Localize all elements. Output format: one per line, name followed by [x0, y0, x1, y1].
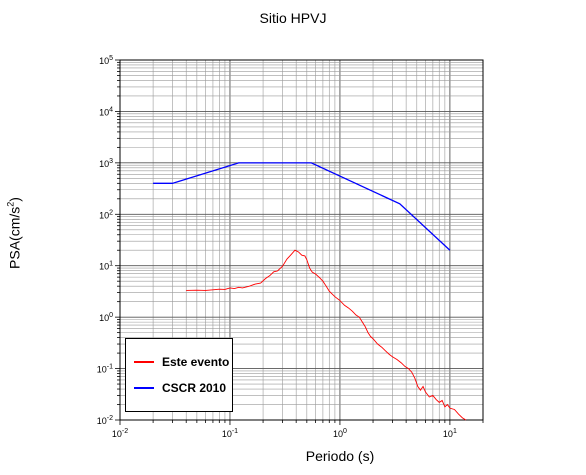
legend-item-cscr-2010: CSCR 2010: [134, 381, 226, 395]
x-axis-label: Periodo (s): [305, 448, 375, 464]
legend-label-este-evento: Este evento: [162, 355, 230, 369]
y-axis-label: PSA(cm/s2): [6, 197, 23, 269]
legend-item-este-evento: Este evento: [134, 355, 229, 369]
legend-swatch-este-evento: [134, 361, 154, 363]
axis-ticks: 10-2 10-1 100 101 10-2 10-1 100 101 102 103 104 105: [97, 55, 484, 439]
legend-swatch-cscr-2010: [134, 387, 154, 389]
x-tick-label-3: 101: [443, 428, 457, 439]
y-tick-label-3: 101: [99, 261, 113, 272]
x-tick-label-0: 10-2: [112, 428, 128, 439]
x-tick-label-2: 100: [333, 428, 347, 439]
y-tick-label-0: 10-2: [97, 415, 113, 426]
y-tick-label-4: 102: [99, 209, 113, 220]
y-axis-label-sup: 2: [5, 201, 16, 207]
y-tick-label-1: 10-1: [97, 364, 113, 375]
series-line-cscr-2010: [153, 162, 451, 251]
y-tick-label-5: 103: [99, 158, 113, 169]
x-tick-label-1: 10-1: [222, 428, 238, 439]
y-axis-label-base: PSA(cm/s: [6, 206, 23, 269]
y-tick-label-2: 100: [99, 312, 113, 323]
series-layer: [153, 162, 467, 421]
legend-label-cscr-2010: CSCR 2010: [162, 381, 227, 395]
y-axis-label-end: ): [6, 197, 23, 202]
plot-frame: [119, 59, 484, 421]
chart-title: Sitio HPVJ: [259, 10, 327, 26]
series-line-este-evento: [186, 249, 467, 421]
y-tick-label-7: 105: [99, 55, 113, 66]
y-tick-label-6: 104: [99, 106, 113, 117]
legend: Este evento CSCR 2010: [125, 338, 233, 412]
